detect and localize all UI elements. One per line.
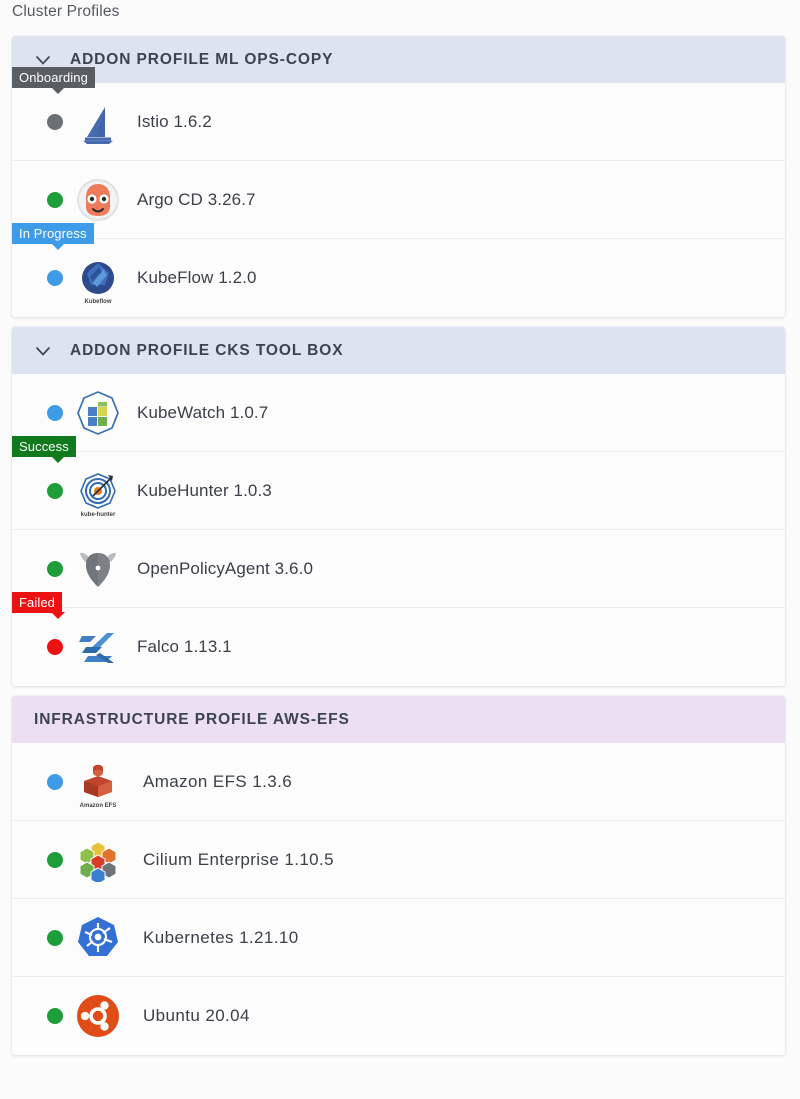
status-dot xyxy=(47,1008,63,1024)
argo-cd-logo-icon xyxy=(72,174,124,226)
status-tooltip-label: Onboarding xyxy=(19,70,88,85)
chevron-down-icon[interactable] xyxy=(34,51,52,69)
pack-name-version: Istio 1.6.2 xyxy=(137,111,212,131)
pack-name-version: KubeFlow 1.2.0 xyxy=(137,268,257,287)
falco-logo-icon xyxy=(72,621,124,673)
kube-hunter-logo-icon: kube-hunter xyxy=(72,465,124,518)
status-tooltip-label: Success xyxy=(19,439,69,454)
section-title: ADDON PROFILE CKS TOOL BOX xyxy=(70,341,344,359)
pack-row[interactable]: Onboarding Istio 1.6.2 xyxy=(12,67,785,161)
profile-card: ADDON PROFILE ML OPS-COPY Onboarding Isti… xyxy=(12,36,785,317)
pack-row[interactable]: Amazon EFS Amazon EFS 1.3.6 xyxy=(12,743,785,821)
status-tooltip-label: Failed xyxy=(19,595,56,610)
logo-caption: Kubeflow xyxy=(84,299,112,305)
section-header-addon[interactable]: ADDON PROFILE CKS TOOL BOX xyxy=(12,327,785,374)
status-dot xyxy=(47,851,63,868)
pack-name-version: Falco 1.13.1 xyxy=(137,637,232,656)
status-tooltip: Success xyxy=(12,436,76,463)
pack-name-version: Argo CD 3.26.7 xyxy=(137,189,256,209)
logo-caption: Amazon EFS xyxy=(79,802,117,809)
section-header-infra: INFRASTRUCTURE PROFILE AWS-EFS xyxy=(12,696,785,743)
pack-name-version: Kubernetes 1.21.10 xyxy=(143,927,299,947)
status-dot xyxy=(47,929,63,946)
status-dot xyxy=(47,404,63,421)
pack-name-version: Cilium Enterprise 1.10.5 xyxy=(143,849,335,869)
amazon-efs-logo-icon: Amazon EFS xyxy=(72,756,124,809)
status-dot xyxy=(47,773,63,790)
status-dot xyxy=(47,113,63,130)
pack-name-version: Ubuntu 20.04 xyxy=(143,1006,250,1025)
profile-card: INFRASTRUCTURE PROFILE AWS-EFS Amazon EF… xyxy=(12,696,785,1055)
pack-row[interactable]: In Progress Kubeflow KubeFlow 1.2.0 xyxy=(12,223,785,317)
section-header-addon[interactable]: ADDON PROFILE ML OPS-COPY xyxy=(12,36,785,83)
open-policy-agent-logo-icon xyxy=(72,543,124,595)
status-dot xyxy=(47,191,63,208)
kubeflow-logo-icon: Kubeflow xyxy=(72,252,124,305)
status-dot xyxy=(47,482,63,499)
cilium-logo-icon xyxy=(72,834,124,886)
pack-row[interactable]: Success kube-hunter KubeHunter 1.0.3 xyxy=(12,436,785,530)
istio-logo-icon xyxy=(72,96,124,148)
section-title: INFRASTRUCTURE PROFILE AWS-EFS xyxy=(34,710,350,728)
pack-row[interactable]: Kubernetes 1.21.10 xyxy=(12,899,785,977)
pack-name-version: KubeHunter 1.0.3 xyxy=(137,480,272,500)
status-dot xyxy=(47,560,63,577)
pack-row[interactable]: KubeWatch 1.0.7 xyxy=(12,374,785,452)
logo-caption: kube-hunter xyxy=(80,511,116,518)
status-dot xyxy=(47,270,63,286)
status-tooltip: Onboarding xyxy=(12,67,95,94)
pack-row[interactable]: Failed Falco 1.13.1 xyxy=(12,592,785,686)
status-tooltip: Failed xyxy=(12,592,66,619)
pack-row[interactable]: Argo CD 3.26.7 xyxy=(12,161,785,239)
ubuntu-logo-icon xyxy=(72,990,124,1042)
chevron-down-icon[interactable] xyxy=(34,342,52,360)
profile-card-stack: ADDON PROFILE ML OPS-COPY Onboarding Isti… xyxy=(12,36,785,1065)
profile-card: ADDON PROFILE CKS TOOL BOX KubeWatch 1.0… xyxy=(12,327,785,686)
status-tooltip-label: In Progress xyxy=(19,226,87,241)
status-tooltip: In Progress xyxy=(12,223,94,250)
status-dot xyxy=(47,639,63,655)
pack-name-version: KubeWatch 1.0.7 xyxy=(137,402,269,422)
pack-name-version: OpenPolicyAgent 3.6.0 xyxy=(137,558,313,578)
pack-row[interactable]: OpenPolicyAgent 3.6.0 xyxy=(12,530,785,608)
pack-name-version: Amazon EFS 1.3.6 xyxy=(143,771,293,791)
page-title: Cluster Profiles xyxy=(12,3,120,20)
pack-row[interactable]: Cilium Enterprise 1.10.5 xyxy=(12,821,785,899)
kubewatch-logo-icon xyxy=(72,387,124,439)
section-title: ADDON PROFILE ML OPS-COPY xyxy=(70,50,334,68)
kubernetes-logo-icon xyxy=(72,912,124,964)
pack-row[interactable]: Ubuntu 20.04 xyxy=(12,977,785,1055)
